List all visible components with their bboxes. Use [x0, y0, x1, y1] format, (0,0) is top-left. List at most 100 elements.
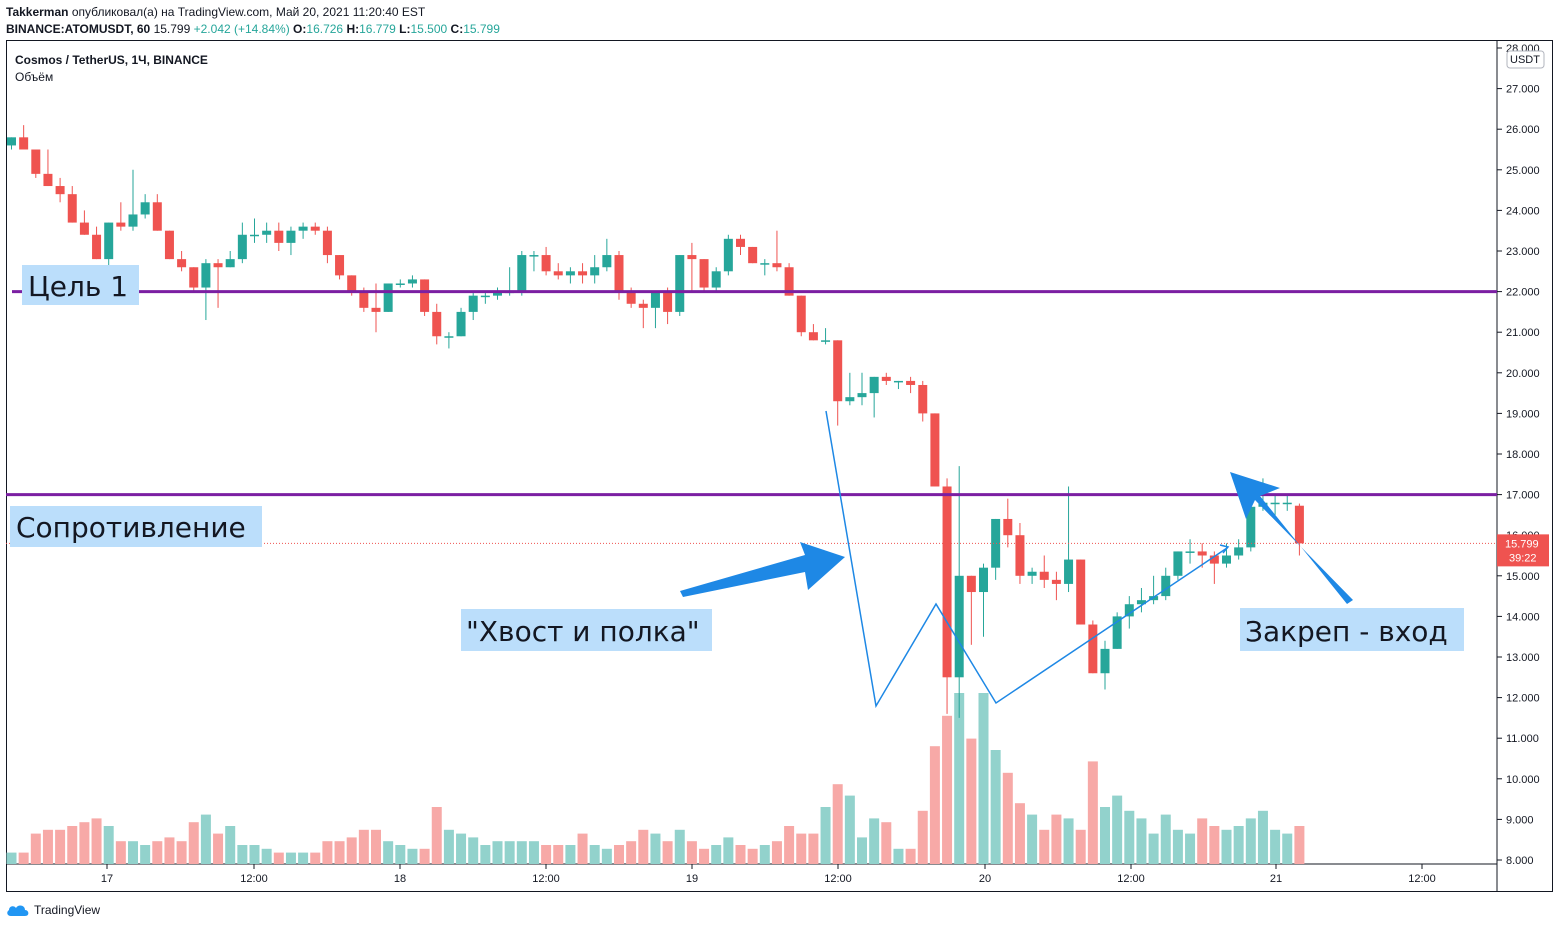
close-label: C:	[450, 22, 464, 36]
volume-bar	[480, 845, 491, 864]
candle-body	[468, 295, 478, 312]
volume-bar	[188, 822, 199, 864]
volume-bar	[55, 829, 66, 864]
candle-body	[444, 336, 454, 338]
ohlc-header: BINANCE:ATOMUSDT, 60 15.799 +2.042 (+14.…	[6, 22, 500, 36]
volume-bar	[723, 837, 734, 864]
candle-body	[420, 279, 430, 312]
candle-body	[67, 194, 77, 223]
candles	[7, 125, 1304, 718]
volume-bar	[905, 848, 916, 864]
candle-body	[298, 226, 308, 231]
tradingview-logo[interactable]: TradingView	[6, 902, 100, 918]
volume-bar	[6, 852, 17, 864]
price-tick-label: 19.000	[1506, 408, 1540, 420]
candle-body	[821, 340, 831, 342]
volume-bar	[1100, 807, 1110, 864]
volume-bar	[893, 848, 904, 864]
candle-body	[19, 137, 29, 150]
time-tick-label: 12:00	[1117, 873, 1145, 885]
candle-body	[395, 283, 405, 285]
close-value: 15.799	[463, 22, 500, 36]
candle-body	[857, 393, 867, 398]
candle-body	[1039, 571, 1049, 580]
volume-bar	[881, 822, 892, 864]
candle-body	[602, 255, 612, 268]
candle-body	[1161, 575, 1171, 597]
volume-bar	[832, 784, 843, 864]
volume-bar	[638, 829, 649, 864]
price-tick-label: 26.000	[1506, 124, 1540, 136]
volume-bar	[67, 826, 78, 864]
candle-body	[189, 267, 199, 288]
pattern-arrow-tip	[1219, 544, 1230, 554]
time-tick-label: 21	[1270, 873, 1282, 885]
volume-bar	[929, 746, 940, 864]
volume-bar	[383, 841, 394, 864]
candle-body	[893, 380, 903, 383]
time-tick-label: 18	[394, 873, 406, 885]
candle-body	[663, 291, 673, 312]
volume-bar	[407, 848, 418, 864]
volume-bar	[371, 829, 381, 864]
time-tick-label: 20	[979, 873, 991, 885]
candle-body	[250, 234, 259, 237]
volume-bar	[1172, 829, 1183, 864]
candle-body	[1197, 551, 1207, 556]
last-value: 15.799	[153, 22, 191, 36]
tail-label-bg	[461, 609, 712, 651]
volume-bar	[334, 841, 345, 864]
candle-body	[152, 202, 162, 231]
candle-body	[796, 295, 806, 333]
candle-body	[869, 376, 879, 394]
volume-bar	[298, 852, 309, 864]
chart-frame[interactable]	[6, 40, 1553, 892]
volume-bar	[431, 807, 442, 864]
legend-volume: Объём	[15, 70, 53, 84]
volume-bar	[626, 841, 637, 864]
currency-label: USDT	[1510, 54, 1540, 66]
candle-body	[1051, 579, 1061, 584]
volume-bar	[456, 833, 467, 864]
candle-body	[590, 267, 600, 276]
candle-body	[979, 567, 988, 593]
volume-bar	[1063, 818, 1074, 864]
volume-bar	[808, 833, 819, 864]
candle-body	[1015, 535, 1025, 576]
candle-body	[748, 246, 758, 264]
price-tick-label: 21.000	[1506, 327, 1540, 339]
candle-body	[1003, 518, 1013, 536]
volume-bar	[419, 848, 430, 864]
candle-body	[626, 291, 636, 304]
volume-bar	[1270, 829, 1281, 864]
volume-bar	[1148, 833, 1159, 864]
currency-badge	[1506, 50, 1545, 69]
price-tick-label: 8.000	[1506, 855, 1534, 867]
volume-bar	[358, 829, 369, 864]
volume-bar	[966, 738, 977, 864]
time-tick-label: 12:00	[1408, 873, 1436, 885]
volume-bar	[699, 848, 710, 864]
volume-bar	[285, 852, 296, 864]
price-tick-label: 11.000	[1506, 733, 1539, 745]
candle-body	[31, 149, 41, 174]
volume-bar	[990, 750, 1001, 864]
volume-bar	[1197, 818, 1208, 864]
volume-bar	[711, 845, 722, 864]
volume-bar	[686, 841, 697, 864]
volume-bar	[128, 841, 138, 864]
volume-bar	[1257, 810, 1268, 864]
low-label: L:	[399, 22, 411, 36]
candle-body	[1270, 502, 1280, 505]
volume-bar	[771, 841, 782, 864]
candle-body	[711, 271, 721, 288]
price-tick-label: 12.000	[1506, 693, 1540, 705]
volume-bar	[759, 845, 770, 864]
author-name: Takkerman	[6, 5, 69, 19]
candle-body	[225, 259, 235, 268]
candle-body	[79, 222, 89, 235]
volume-bar	[1209, 826, 1220, 864]
volume-bar	[565, 845, 576, 864]
candle-body	[456, 311, 466, 337]
